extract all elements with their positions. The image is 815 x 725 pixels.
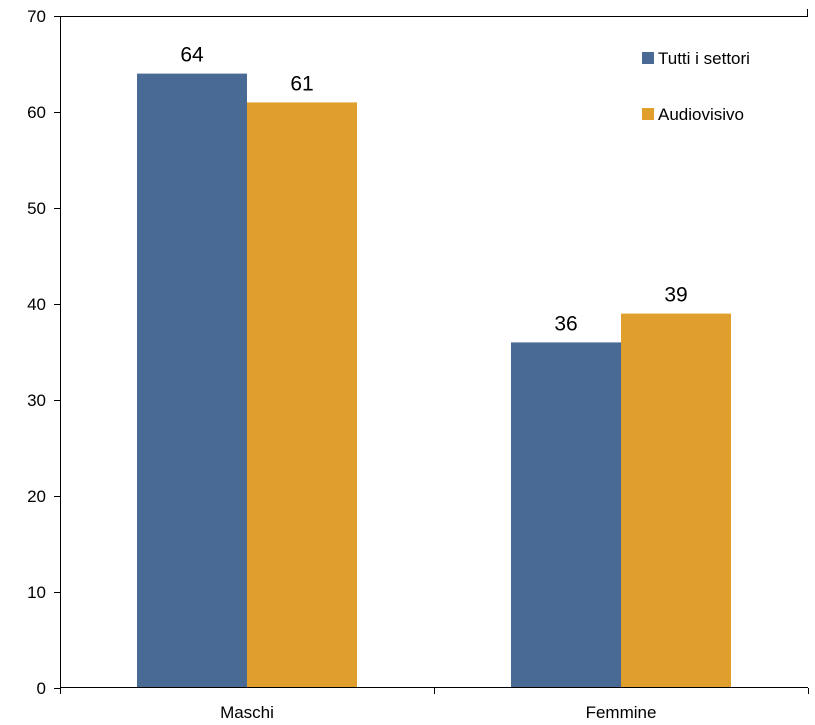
legend-swatch — [642, 108, 654, 120]
data-label: 36 — [554, 312, 577, 335]
bars — [137, 73, 731, 689]
x-axis-ticks: Maschi Femmine — [60, 688, 809, 722]
x-category-label: Maschi — [220, 703, 274, 722]
data-label: 39 — [664, 284, 687, 307]
x-category-label: Femmine — [586, 703, 657, 722]
data-labels: 64 61 36 39 — [180, 44, 687, 336]
axes — [60, 9, 808, 688]
bar-maschi-1 — [247, 102, 357, 688]
data-label: 64 — [180, 44, 204, 67]
y-tick-label: 0 — [37, 679, 46, 698]
legend-swatch — [642, 52, 654, 64]
y-tick-label: 30 — [27, 391, 46, 410]
y-tick-label: 10 — [27, 583, 46, 602]
y-tick-label: 40 — [27, 295, 46, 314]
legend-label: Tutti i settori — [658, 49, 750, 68]
bar-femmine-0 — [511, 342, 621, 688]
legend-label: Audiovisivo — [658, 105, 744, 124]
y-tick-label: 60 — [27, 103, 46, 122]
y-tick-label: 70 — [27, 7, 46, 26]
data-label: 61 — [290, 72, 313, 95]
legend: Tutti i settori Audiovisivo — [642, 49, 750, 124]
bar-femmine-1 — [621, 313, 731, 688]
bar-maschi-0 — [137, 73, 247, 689]
y-tick-label: 20 — [27, 487, 46, 506]
y-axis-ticks: 0 10 20 30 40 50 60 70 — [27, 7, 60, 698]
y-tick-label: 50 — [27, 199, 46, 218]
